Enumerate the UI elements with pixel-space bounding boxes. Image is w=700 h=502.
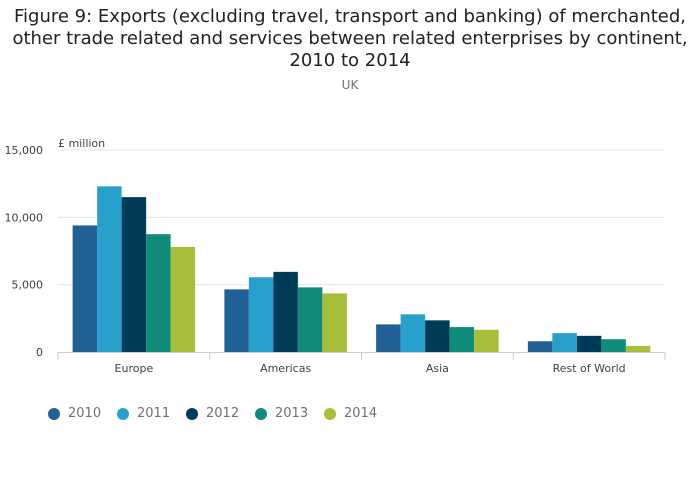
bar-2010-americas: [224, 289, 249, 352]
bar-2011-rest-of-world: [552, 333, 577, 352]
legend-label: 2011: [137, 406, 171, 421]
bar-2014-asia: [474, 329, 499, 352]
bar-2010-europe: [72, 225, 98, 352]
y-axis: 0 5,000 10,000 15,000: [5, 144, 44, 359]
bar-2014-rest-of-world: [625, 345, 651, 352]
bar-2010-rest-of-world: [527, 341, 553, 352]
legend-swatch: [255, 407, 267, 420]
y-tick-label: 0: [36, 346, 43, 359]
chart-title: Figure 9: Exports (excluding travel, tra…: [12, 6, 688, 71]
bar-2012-americas: [273, 271, 298, 352]
bar-2013-rest-of-world: [601, 339, 626, 352]
bar-2013-europe: [146, 234, 171, 352]
legend-item-2013[interactable]: 2013: [255, 406, 324, 421]
legend-label: 2013: [275, 406, 309, 421]
x-axis: Europe Americas Asia Rest of World: [57, 352, 666, 375]
bar-2010-asia: [376, 324, 401, 352]
y-tick-label: 5,000: [12, 279, 44, 292]
bar-2011-europe: [97, 186, 122, 352]
legend-item-2011[interactable]: 2011: [117, 406, 186, 421]
bar-2012-asia: [425, 320, 450, 352]
x-tick-label: Rest of World: [553, 362, 626, 375]
legend-item-2010[interactable]: 2010: [48, 406, 117, 421]
legend-label: 2010: [68, 406, 102, 421]
bar-2012-europe: [121, 197, 147, 352]
legend-item-2014[interactable]: 2014: [324, 406, 393, 421]
legend-swatch: [324, 407, 336, 420]
bar-2013-americas: [297, 287, 323, 352]
bar-2014-americas: [322, 293, 347, 352]
bar-2014-europe: [170, 246, 196, 352]
chart-subtitle: UK: [341, 78, 359, 92]
bar-2013-asia: [449, 327, 475, 352]
x-tick-label: Americas: [260, 362, 311, 375]
legend-swatch: [117, 407, 129, 420]
y-tick-label: 10,000: [5, 211, 44, 224]
bar-2011-americas: [248, 277, 274, 352]
legend-label: 2012: [206, 406, 240, 421]
legend-swatch: [48, 407, 60, 420]
legend-label: 2014: [344, 406, 378, 421]
legend: 2010 2011 2012 2013 2014: [48, 406, 393, 421]
bars: [72, 186, 651, 352]
bar-2011-asia: [400, 314, 426, 352]
y-unit-label: £ million: [58, 137, 105, 150]
y-tick-label: 15,000: [5, 144, 44, 157]
x-tick-label: Asia: [426, 362, 449, 375]
legend-swatch: [186, 407, 198, 420]
bar-2012-rest-of-world: [576, 335, 602, 352]
legend-item-2012[interactable]: 2012: [186, 406, 255, 421]
x-tick-label: Europe: [115, 362, 154, 375]
